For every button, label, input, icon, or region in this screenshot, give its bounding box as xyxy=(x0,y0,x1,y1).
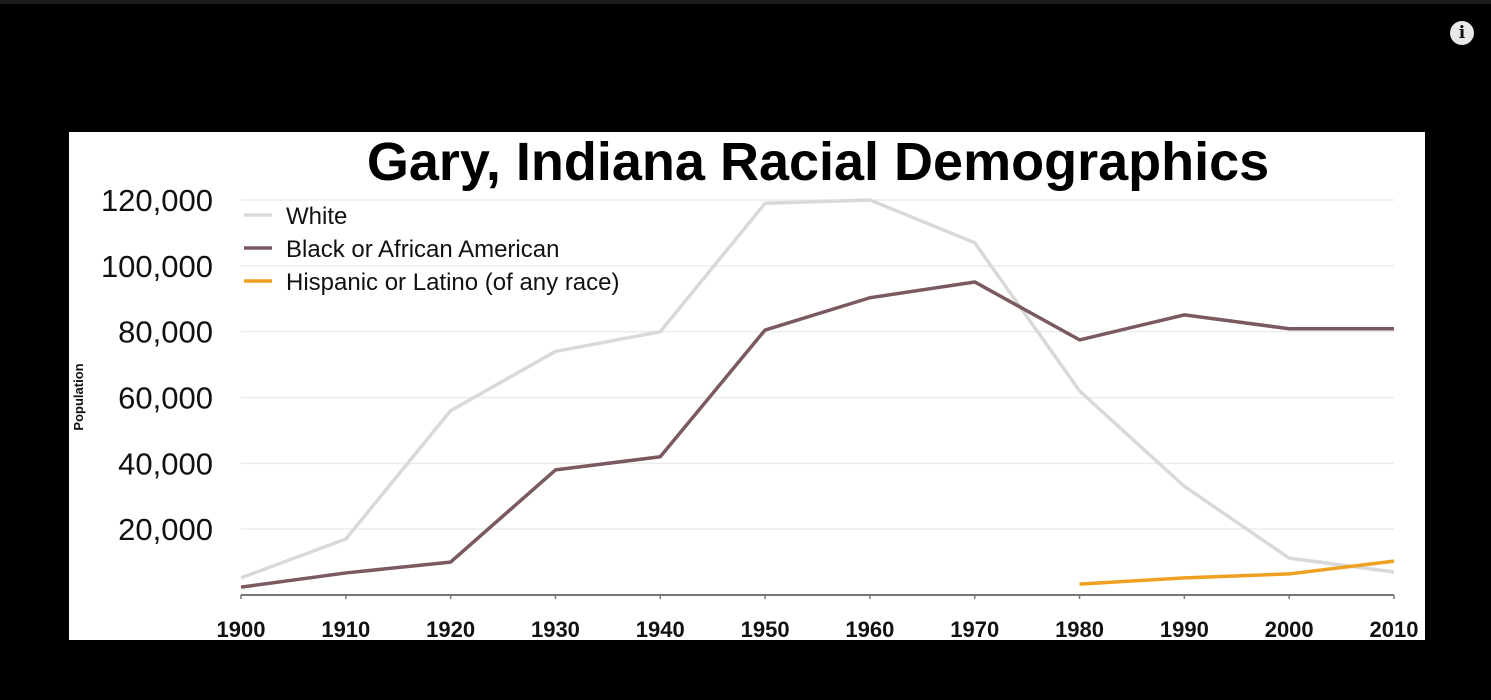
y-axis-label: Population xyxy=(71,363,86,430)
y-tick-label: 40,000 xyxy=(118,446,213,481)
y-tick-label: 80,000 xyxy=(118,315,213,350)
x-tick-label: 1940 xyxy=(636,617,685,642)
x-tick-label: 1980 xyxy=(1055,617,1104,642)
series-line-1 xyxy=(240,280,1394,589)
x-tick-label: 1970 xyxy=(950,617,999,642)
series-line-2 xyxy=(1079,559,1395,586)
series-line-0 xyxy=(240,198,1395,580)
y-tick-label: 20,000 xyxy=(118,512,213,547)
info-icon[interactable]: i xyxy=(1450,21,1474,45)
x-tick-label: 1930 xyxy=(531,617,580,642)
legend-label: Black or African American xyxy=(286,236,559,263)
x-tick-label: 1920 xyxy=(426,617,475,642)
top-bar xyxy=(0,0,1491,4)
y-tick-label: 60,000 xyxy=(118,381,213,416)
legend-label: Hispanic or Latino (of any race) xyxy=(286,269,620,296)
legend-label: White xyxy=(286,203,347,230)
chart-title: Gary, Indiana Racial Demographics xyxy=(367,132,1269,192)
y-tick-label: 120,000 xyxy=(101,183,213,218)
x-tick-label: 2000 xyxy=(1265,617,1314,642)
x-tick-label: 1900 xyxy=(217,617,266,642)
x-tick-label: 1910 xyxy=(321,617,370,642)
chart-panel xyxy=(69,132,1425,640)
x-tick-label: 1960 xyxy=(845,617,894,642)
y-tick-label: 100,000 xyxy=(101,249,213,284)
x-tick-label: 1950 xyxy=(741,617,790,642)
x-tick-label: 1990 xyxy=(1160,617,1209,642)
x-tick-label: 2010 xyxy=(1370,617,1419,642)
